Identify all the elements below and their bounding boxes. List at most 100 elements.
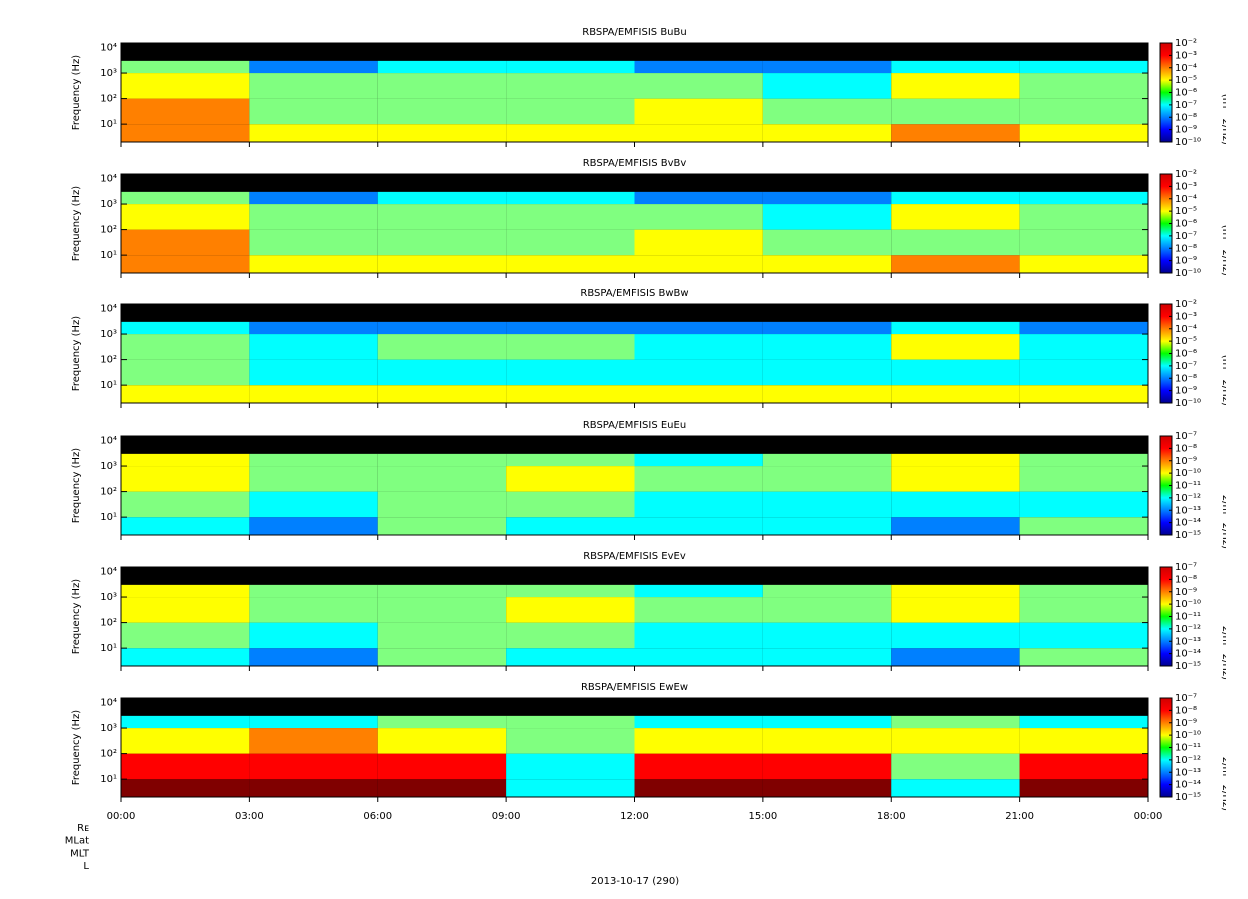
spectrogram-cell (1019, 98, 1148, 125)
spectrogram-cell (377, 779, 507, 797)
spectrogram-cell (762, 191, 892, 205)
colorbar-label: amplitude (V^2/m^2/Hz) (1220, 684, 1231, 811)
colorbar-tick-label: 10⁻⁸ (1175, 373, 1197, 384)
colorbar-tick-label: 10⁻¹⁰ (1175, 398, 1201, 409)
spectrogram-cell (121, 728, 250, 754)
spectrogram-cell (634, 622, 763, 649)
colorbar-tick-label: 10⁻⁹ (1175, 125, 1197, 136)
spectrogram-cell (762, 453, 892, 467)
panel-title: RBSPA/EMFISIS BuBu (582, 27, 686, 38)
spectrogram-cell (1019, 466, 1148, 492)
spectrogram-cell (1019, 385, 1148, 403)
y-tick-label: 10² (100, 94, 117, 105)
spectrogram-cell (634, 597, 763, 623)
spectrogram-cell (891, 229, 1020, 256)
colorbar-label: amplitude (nT^2/Hz) (1220, 301, 1231, 406)
spectrogram-cell (377, 517, 507, 535)
spectrogram-cell (891, 98, 1020, 125)
spectrogram-cell (634, 124, 763, 142)
spectrogram-cell (249, 204, 378, 230)
spectrogram-cell (249, 517, 378, 535)
spectrogram-cell (121, 98, 250, 125)
spectrogram-cell (634, 255, 763, 273)
y-tick-label: 10⁴ (100, 697, 117, 708)
spectrogram-cell (891, 753, 1020, 780)
spectrogram-cell (1019, 124, 1148, 142)
spectrogram-cell (891, 191, 1020, 205)
spectrogram-cell (762, 124, 892, 142)
spectrogram-cell (891, 648, 1020, 666)
spectrogram-cell (377, 753, 507, 780)
x-tick-label: 21:00 (1005, 811, 1034, 822)
y-tick-label: 10¹ (100, 774, 117, 785)
spectrogram-cell (121, 517, 250, 535)
spectrogram-cell (377, 715, 507, 729)
spectrogram-cell (1019, 73, 1148, 99)
spectrogram-cell (377, 728, 507, 754)
y-tick-label: 10² (100, 749, 117, 760)
spectrogram-cell (377, 584, 507, 598)
spectrogram-cell (121, 229, 250, 256)
spectrogram-cell (634, 466, 763, 492)
spectrogram-cell (377, 334, 507, 360)
spectrogram-cell (377, 453, 507, 467)
colorbar-tick-label: 10⁻³ (1175, 311, 1197, 322)
colorbar-tick-label: 10⁻¹² (1175, 624, 1201, 635)
ephemeris-label: MLT (70, 848, 90, 859)
spectrogram-cell (891, 779, 1020, 797)
colorbar-tick-label: 10⁻¹⁰ (1175, 730, 1201, 741)
spectrogram-cell (891, 517, 1020, 535)
spectrogram-cell (634, 191, 763, 205)
spectrogram-cell (377, 622, 507, 649)
colorbar-tick-label: 10⁻⁸ (1175, 112, 1197, 123)
colorbar-tick-label: 10⁻⁷ (1175, 361, 1197, 372)
spectrogram-cell (891, 466, 1020, 492)
spectrogram-cell (762, 491, 892, 518)
panel-title: RBSPA/EMFISIS EuEu (583, 420, 686, 431)
spectrogram-cell (891, 321, 1020, 335)
spectrogram-cell (377, 98, 507, 125)
spectrogram-cell (121, 491, 250, 518)
colorbar-tick-label: 10⁻¹³ (1175, 505, 1201, 516)
spectrogram-cell (121, 321, 250, 335)
spectrogram-cell (506, 60, 635, 74)
spectrogram-cell (1019, 204, 1148, 230)
colorbar-tick-label: 10⁻⁴ (1175, 63, 1197, 74)
spectrogram-cell (891, 359, 1020, 386)
spectrogram-cell (1019, 648, 1148, 666)
spectrogram-cell (377, 73, 507, 99)
colorbar-tick-label: 10⁻⁸ (1175, 443, 1197, 454)
spectrogram-cell (891, 60, 1020, 74)
colorbar-tick-label: 10⁻² (1175, 299, 1197, 310)
colorbar-tick-label: 10⁻⁷ (1175, 231, 1197, 242)
spectrogram-cell (891, 124, 1020, 142)
x-tick-label: 18:00 (877, 811, 906, 822)
colorbar-tick-label: 10⁻⁸ (1175, 705, 1197, 716)
spectrogram-cell (249, 622, 378, 649)
y-axis-label: Frequency (Hz) (71, 186, 82, 262)
spectrogram-cell (377, 229, 507, 256)
spectrogram-cell (634, 385, 763, 403)
spectrogram-cell (121, 204, 250, 230)
y-tick-label: 10⁴ (100, 173, 117, 184)
spectrogram-cell (377, 124, 507, 142)
spectrogram-cell (634, 334, 763, 360)
spectrogram-cell (1019, 728, 1148, 754)
panel-title: RBSPA/EMFISIS EvEv (583, 551, 686, 562)
spectrogram-cell (377, 491, 507, 518)
colorbar-tick-label: 10⁻⁶ (1175, 219, 1197, 230)
spectrogram-cell (121, 385, 250, 403)
ephemeris-label: MLat (65, 836, 89, 847)
colorbar-tick-label: 10⁻⁶ (1175, 88, 1197, 99)
panel-title: RBSPA/EMFISIS EwEw (581, 682, 688, 693)
y-tick-label: 10⁴ (100, 303, 117, 314)
spectrogram-cell (249, 728, 378, 754)
colorbar-tick-label: 10⁻⁷ (1175, 562, 1197, 573)
y-tick-label: 10³ (100, 199, 117, 210)
spectrogram-cell (249, 648, 378, 666)
y-tick-label: 10² (100, 487, 117, 498)
y-axis-label: Frequency (Hz) (71, 55, 82, 131)
y-tick-label: 10¹ (100, 380, 117, 391)
x-tick-label: 03:00 (235, 811, 264, 822)
